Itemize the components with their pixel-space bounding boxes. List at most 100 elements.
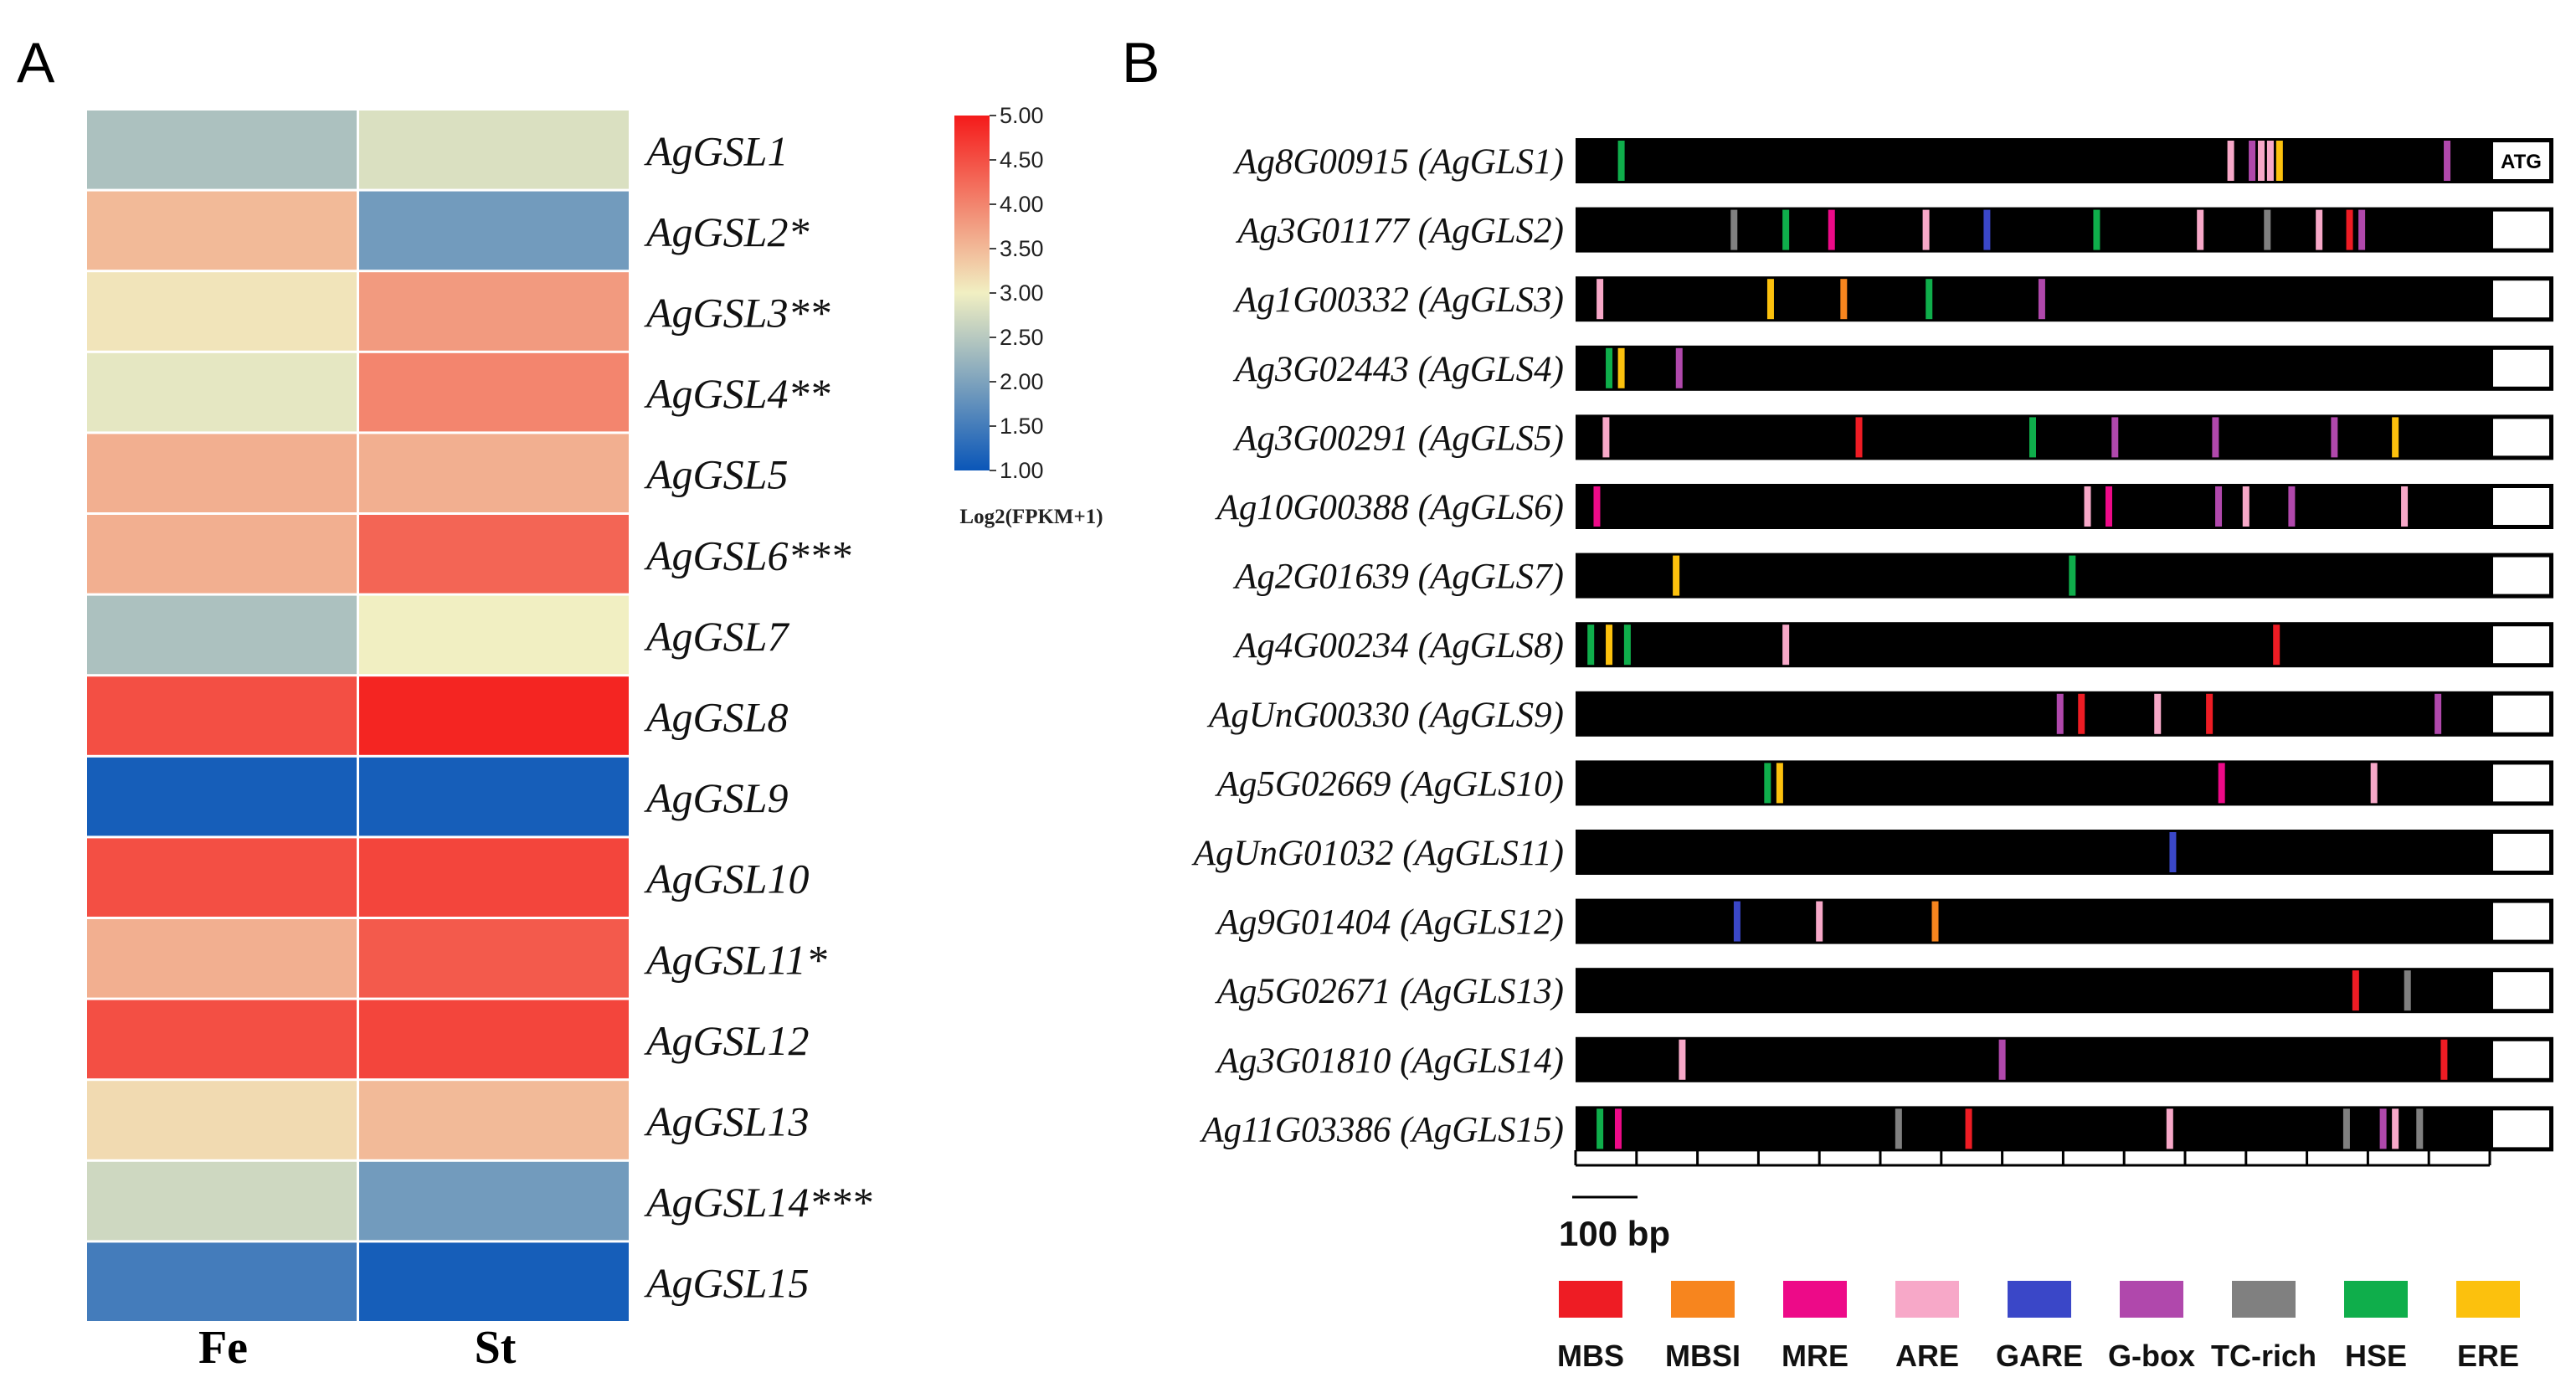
- cis-element-ere: [1606, 625, 1613, 666]
- promoter-bar: [1576, 691, 2553, 737]
- legend-swatch: [2456, 1281, 2520, 1318]
- cis-element-are: [2084, 486, 2091, 527]
- heatmap-cell: [87, 757, 357, 836]
- promoter-label: AgUnG00330 (AgGLS9): [1206, 696, 1564, 735]
- start-codon-box: [2493, 211, 2549, 249]
- heatmap-column-label: St: [475, 1322, 517, 1374]
- start-codon-box: [2493, 626, 2549, 664]
- start-codon-box: [2493, 695, 2549, 732]
- cis-element-ere: [1617, 347, 1625, 388]
- heatmap-cell: [87, 191, 357, 270]
- promoter-bar: [1576, 830, 2553, 875]
- legend-label: G-box: [2108, 1339, 2195, 1373]
- heatmap-row-label: AgGSL14***: [644, 1179, 872, 1226]
- heatmap-row-label: AgGSL8: [644, 694, 788, 741]
- cis-element-hse: [1597, 1108, 1604, 1149]
- cis-element-g-box: [2444, 141, 2451, 181]
- promoter-label: Ag9G01404 (AgGLS12): [1215, 903, 1564, 943]
- cis-element-g-box: [2056, 693, 2064, 734]
- cis-element-g-box: [2358, 209, 2366, 250]
- cis-element-hse: [1606, 347, 1613, 388]
- promoter-label: Ag2G01639 (AgGLS7): [1232, 558, 1564, 597]
- promoter-bar: [1576, 760, 2553, 806]
- cis-element-mre: [2218, 763, 2225, 804]
- start-codon-box: [2493, 834, 2549, 871]
- heatmap-cell: [87, 434, 357, 512]
- promoter-label: Ag5G02671 (AgGLS13): [1215, 972, 1564, 1011]
- start-codon-box: [2493, 902, 2549, 940]
- start-codon-box: [2493, 419, 2549, 456]
- cis-element-mbs: [1965, 1108, 1972, 1149]
- start-codon-box: [2493, 764, 2549, 802]
- promoter-label: Ag3G01177 (AgGLS2): [1235, 212, 1564, 251]
- promoter-bar: [1576, 207, 2553, 253]
- cis-element-gare: [1983, 209, 1991, 250]
- element-legend: MBS MBSI MRE ARE GARE G-box TC-rich HSE ERE: [1557, 1281, 2520, 1373]
- heatmap: AgGSL1 AgGSL2* AgGSL3** AgGSL4** AgGSL5 AgGSL…: [87, 111, 872, 1374]
- cis-element-mbs: [1855, 417, 1863, 458]
- cis-element-g-box: [1675, 347, 1683, 388]
- colorbar-tick-label: 4.00: [1000, 192, 1044, 217]
- start-codon-box: [2493, 280, 2549, 318]
- heatmap-row-label: AgGSL3**: [644, 290, 830, 337]
- heatmap-cell: [359, 919, 629, 998]
- heatmap-row-label: AgGSL15: [644, 1260, 809, 1307]
- heatmap-cell: [359, 111, 629, 189]
- start-codon-box: [2493, 142, 2549, 179]
- heatmap-cell: [359, 191, 629, 270]
- promoter-bar: [1576, 345, 2553, 391]
- heatmap-cell: [359, 272, 629, 351]
- promoter-label: Ag10G00388 (AgGLS6): [1215, 488, 1564, 527]
- cis-element-hse: [2029, 417, 2036, 458]
- colorbar-tick-label: 5.00: [1000, 103, 1044, 128]
- heatmap-cell: [359, 1161, 629, 1241]
- colorbar: Log2(FPKM+1) 5.00 4.50 4.00 3.50 3.00 2.50 2.0…: [954, 103, 1103, 528]
- colorbar-tick-label: 4.50: [1000, 147, 1044, 172]
- start-codon-box: [2493, 1041, 2549, 1078]
- heatmap-cell: [87, 272, 357, 351]
- cis-element-are: [2197, 209, 2204, 250]
- heatmap-cell: [87, 515, 357, 594]
- cis-element-mre: [1593, 486, 1601, 527]
- cis-element-ere: [2275, 141, 2283, 181]
- heatmap-cell: [359, 515, 629, 594]
- legend-label: MBS: [1557, 1339, 1624, 1373]
- cis-element-g-box: [2435, 693, 2442, 734]
- cis-element-are: [2166, 1108, 2173, 1149]
- cis-element-are: [2258, 141, 2265, 181]
- start-codon-box: [2493, 972, 2549, 1010]
- heatmap-row-label: AgGSL9: [644, 774, 788, 821]
- cis-element-tc-rich: [2342, 1108, 2350, 1149]
- promoter-bar: [1576, 484, 2553, 529]
- cis-element-are: [2242, 486, 2250, 527]
- cis-element-are: [2392, 1108, 2399, 1149]
- cis-element-g-box: [2379, 1108, 2387, 1149]
- cis-element-hse: [1587, 625, 1595, 666]
- cis-element-tc-rich: [1895, 1108, 1902, 1149]
- legend-label: MRE: [1782, 1339, 1848, 1373]
- legend-swatch: [2008, 1281, 2071, 1318]
- scale-axis: 100 bp: [1559, 1150, 2491, 1253]
- promoter-bar: [1576, 276, 2553, 322]
- promoter-label: Ag3G00291 (AgGLS5): [1232, 419, 1564, 458]
- cis-element-g-box: [2288, 486, 2296, 527]
- cis-element-g-box: [2111, 417, 2119, 458]
- promoter-bar: [1576, 622, 2553, 668]
- heatmap-cell: [87, 1081, 357, 1159]
- promoter-bar: [1576, 414, 2553, 460]
- cis-element-ere: [1766, 279, 1774, 320]
- promoter-bar: [1576, 1106, 2553, 1152]
- cis-element-hse: [1782, 209, 1790, 250]
- cis-element-are: [2266, 141, 2274, 181]
- start-codon-box: [2493, 488, 2549, 525]
- colorbar-tick-label: 1.00: [1000, 458, 1044, 483]
- heatmap-cell: [87, 352, 357, 432]
- heatmap-row-label: AgGSL1: [644, 127, 788, 174]
- scale-label: 100 bp: [1559, 1214, 1670, 1253]
- heatmap-cell: [87, 1242, 357, 1321]
- promoter-bar: [1576, 553, 2553, 599]
- heatmap-column-label: Fe: [198, 1322, 248, 1374]
- legend-label: TC-rich: [2211, 1339, 2316, 1373]
- heatmap-cell: [87, 919, 357, 998]
- legend-label: ERE: [2457, 1339, 2519, 1373]
